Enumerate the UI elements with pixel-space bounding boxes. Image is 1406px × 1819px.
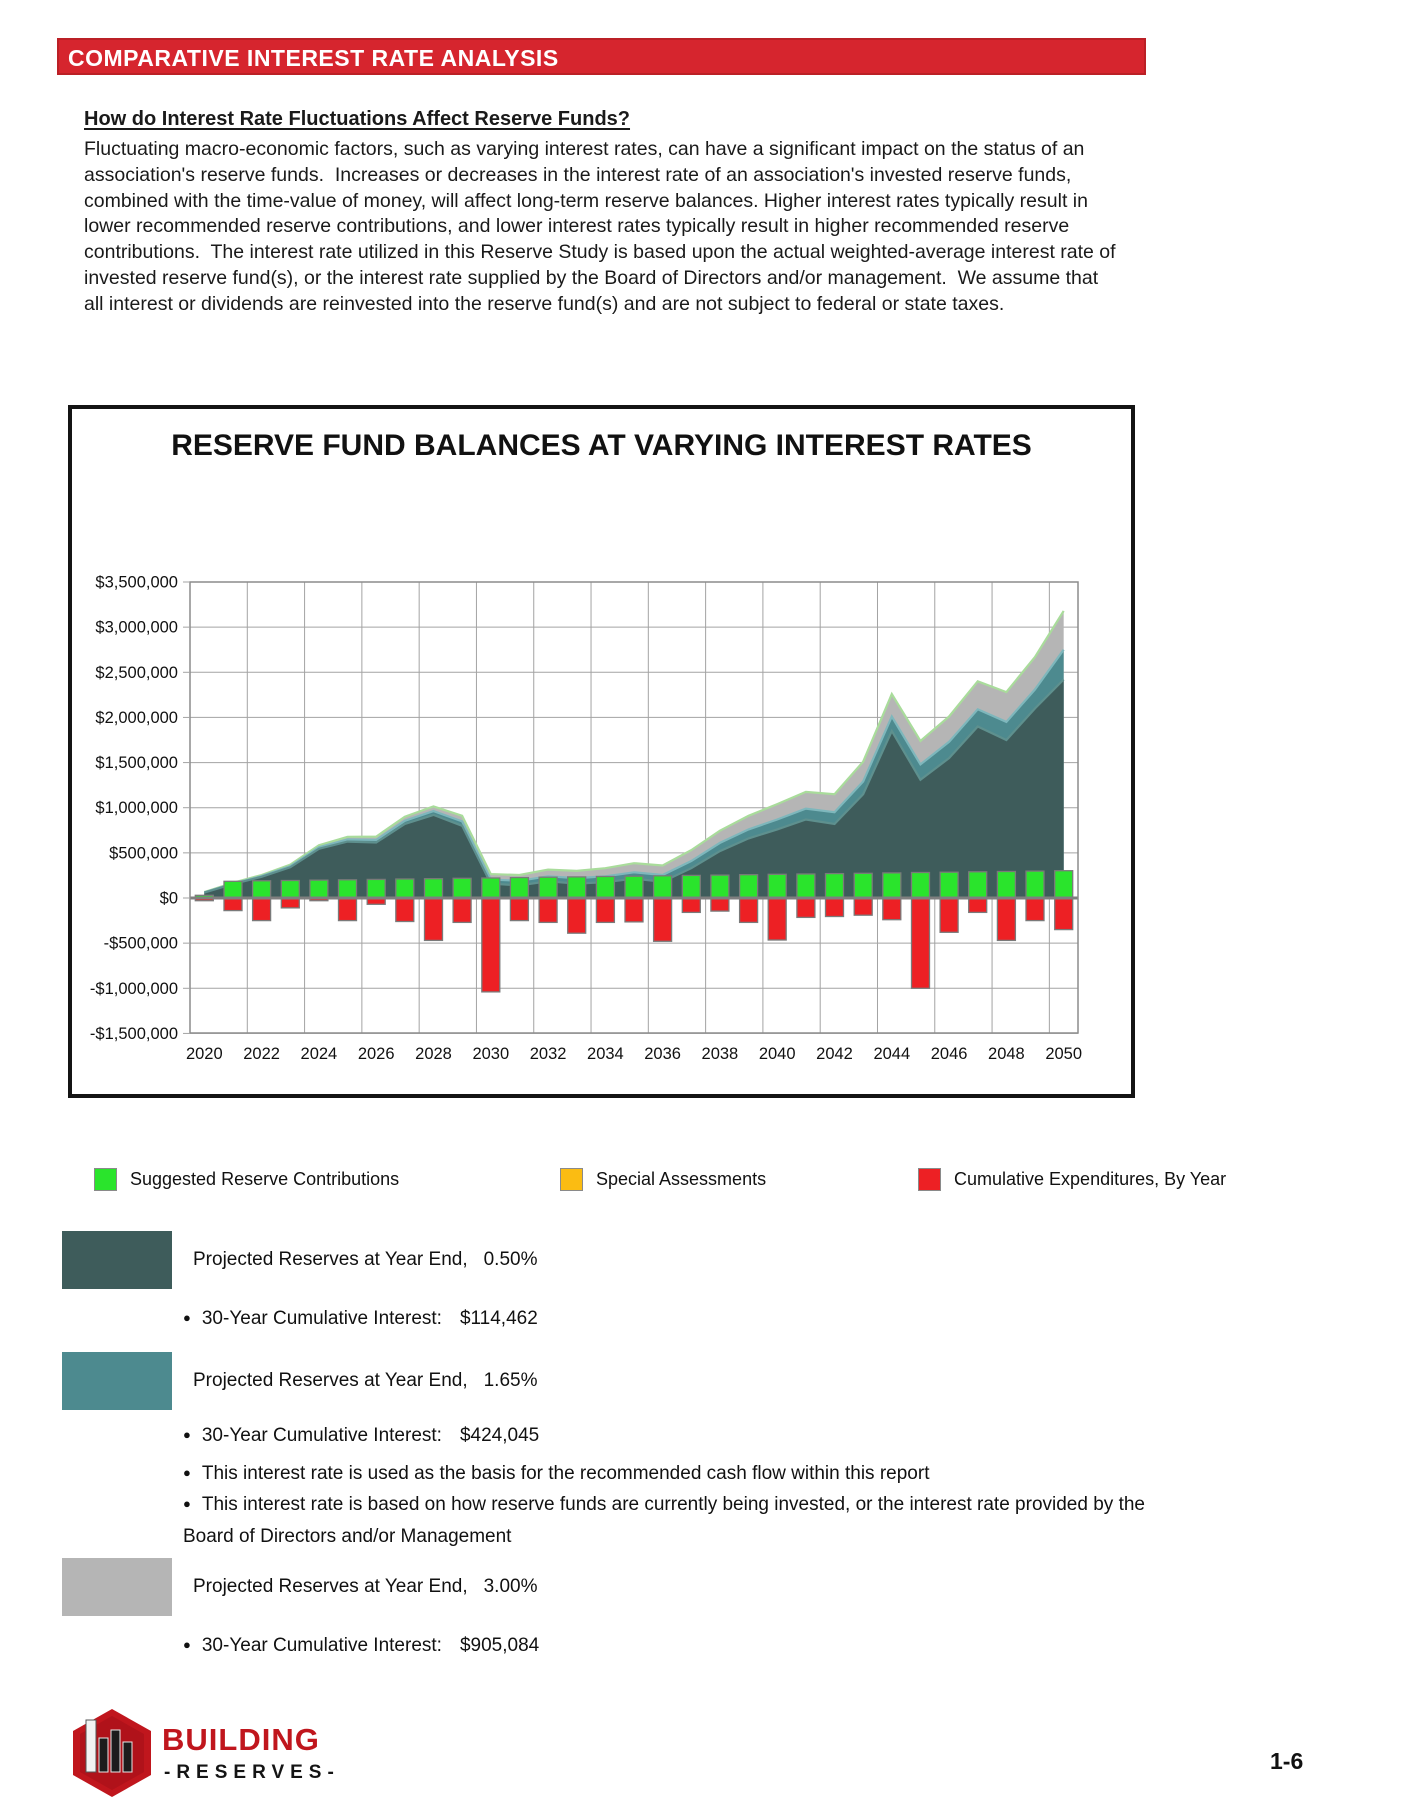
- rate-section-label: Projected Reserves at Year End, 1.65%: [193, 1370, 538, 1391]
- bullet-dot: ●: [183, 1427, 191, 1442]
- rate-section-300: Projected Reserves at Year End, 3.00% ● 30…: [62, 1558, 539, 1656]
- svg-text:$1,000,000: $1,000,000: [95, 799, 178, 817]
- svg-text:-$500,000: -$500,000: [104, 935, 178, 953]
- logo-text-building: BUILDING: [162, 1722, 320, 1757]
- svg-text:-$1,500,000: -$1,500,000: [90, 1025, 178, 1043]
- svg-text:2046: 2046: [931, 1045, 968, 1063]
- legend-label: Suggested Reserve Contributions: [130, 1169, 400, 1189]
- svg-text:2030: 2030: [472, 1045, 509, 1063]
- reserve-fund-chart: $3,500,000 $3,000,000 $2,500,000 $2,000,000…: [72, 409, 1131, 1094]
- svg-text:2048: 2048: [988, 1045, 1025, 1063]
- svg-text:2050: 2050: [1045, 1045, 1082, 1063]
- chart-title: RESERVE FUND BALANCES AT VARYING INTERES…: [171, 429, 1032, 462]
- swatch-dark-teal: [62, 1231, 172, 1289]
- bullet-dot: ●: [183, 1496, 191, 1511]
- svg-text:2038: 2038: [702, 1045, 739, 1063]
- svg-text:2042: 2042: [816, 1045, 853, 1063]
- legend-label: Special Assessments: [596, 1169, 767, 1189]
- rate-section-label: Projected Reserves at Year End, 0.50%: [193, 1249, 538, 1270]
- svg-text:2028: 2028: [415, 1045, 452, 1063]
- legend-swatch-green: [94, 1168, 117, 1191]
- rate-value: 0.50%: [483, 1249, 538, 1270]
- y-axis-labels: $3,500,000 $3,000,000 $2,500,000 $2,000,000…: [90, 574, 190, 1043]
- bar-series: [194, 870, 1074, 899]
- bullet-cumulative-interest: ● 30-Year Cumulative Interest: $114,462: [183, 1308, 538, 1329]
- logo-text-reserves: -RESERVES-: [164, 1762, 340, 1783]
- svg-text:2024: 2024: [301, 1045, 338, 1063]
- rate-section-050: Projected Reserves at Year End, 0.50% ● 30…: [62, 1231, 538, 1329]
- svg-text:2026: 2026: [358, 1045, 395, 1063]
- svg-text:2034: 2034: [587, 1045, 624, 1063]
- legend-item-expenditures: Cumulative Expenditures, By Year: [918, 1168, 1226, 1191]
- bullet-cumulative-interest: ● 30-Year Cumulative Interest: $424,045: [183, 1425, 540, 1446]
- swatch-gray: [62, 1558, 172, 1616]
- reserve-fund-chart-frame: RESERVE FUND BALANCES AT VARYING INTERES…: [68, 405, 1135, 1098]
- svg-text:2044: 2044: [873, 1045, 910, 1063]
- legend-swatch-red: [918, 1168, 941, 1191]
- svg-text:2040: 2040: [759, 1045, 796, 1063]
- bullet-dot: ●: [183, 1310, 191, 1325]
- rate-value: 3.00%: [483, 1576, 538, 1597]
- bullet-rate-basis: ● This interest rate is used as the basis…: [183, 1463, 930, 1484]
- bar-series: [194, 897, 1074, 993]
- svg-text:$0: $0: [160, 890, 178, 908]
- page-title-bar: COMPARATIVE INTEREST RATE ANALYSIS: [57, 38, 1146, 75]
- svg-text:$1,500,000: $1,500,000: [95, 754, 178, 772]
- x-axis-labels: 2020 2022 2024 2026 2028 2030 2032 2034 2036 2038…: [186, 1045, 1082, 1063]
- legend-label: Cumulative Expenditures, By Year: [954, 1169, 1227, 1189]
- bullet-dot: ●: [183, 1637, 191, 1652]
- svg-text:2020: 2020: [186, 1045, 223, 1063]
- legend-swatch-yellow: [560, 1168, 583, 1191]
- logo-hexagon-icon: [73, 1709, 151, 1797]
- bullet-value: $114,462: [459, 1308, 538, 1329]
- legend-item-contributions: Suggested Reserve Contributions: [94, 1168, 399, 1191]
- svg-text:$500,000: $500,000: [109, 844, 178, 862]
- svg-text:2032: 2032: [530, 1045, 567, 1063]
- swatch-teal: [62, 1352, 172, 1410]
- intro-heading: How do Interest Rate Fluctuations Affect…: [84, 108, 631, 130]
- svg-text:$3,500,000: $3,500,000: [95, 574, 178, 592]
- svg-text:$2,500,000: $2,500,000: [95, 664, 178, 682]
- svg-text:-$1,000,000: -$1,000,000: [90, 980, 178, 998]
- intro-section: How do Interest Rate Fluctuations Affect…: [84, 108, 1118, 318]
- svg-text:2036: 2036: [644, 1045, 681, 1063]
- bullet-value: $905,084: [459, 1635, 540, 1656]
- rate-value: 1.65%: [483, 1370, 538, 1391]
- svg-text:2022: 2022: [243, 1045, 280, 1063]
- page-title: COMPARATIVE INTEREST RATE ANALYSIS: [68, 45, 559, 71]
- rate-section-165: Projected Reserves at Year End, 1.65% ● 30…: [62, 1352, 1145, 1547]
- svg-text:$2,000,000: $2,000,000: [95, 709, 178, 727]
- bullet-value: $424,045: [459, 1425, 540, 1446]
- bullet-rate-source: ● This interest rate is based on how rese…: [183, 1494, 1145, 1547]
- legend-item-assessments: Special Assessments: [560, 1168, 766, 1191]
- rate-section-label: Projected Reserves at Year End, 3.00%: [193, 1576, 538, 1597]
- bullet-dot: ●: [183, 1465, 191, 1480]
- bullet-cumulative-interest: ● 30-Year Cumulative Interest: $905,084: [183, 1635, 540, 1656]
- company-logo: BUILDING -RESERVES-: [70, 1708, 400, 1803]
- svg-text:$3,000,000: $3,000,000: [95, 619, 178, 637]
- page-number: 1-6: [1270, 1748, 1304, 1774]
- intro-paragraph: Fluctuating macro-economic factors, such…: [84, 138, 1121, 315]
